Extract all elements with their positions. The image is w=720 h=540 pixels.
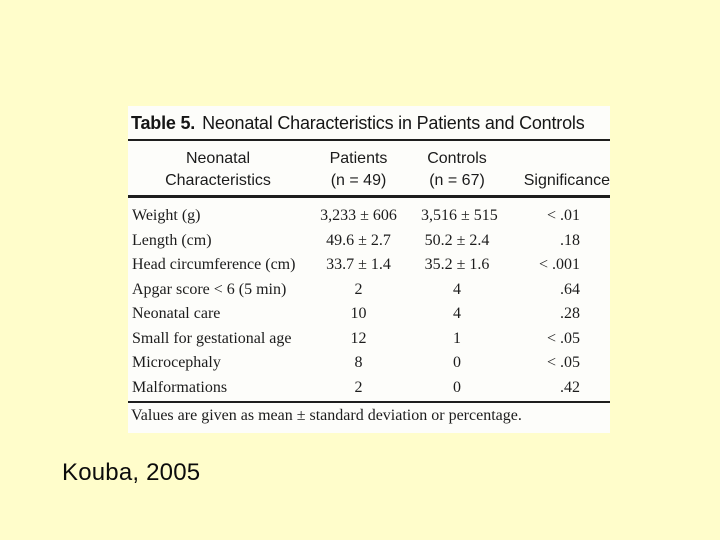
table-footnote: Values are given as mean ± standard devi… [131, 407, 522, 424]
header-divider-rule [128, 195, 610, 198]
table-row: Length (cm) 49.6 ± 2.7 50.2 ± 2.4 .18 [132, 231, 580, 249]
table-title-text: Neonatal Characteristics in Patients and… [202, 113, 585, 133]
title-divider-rule [128, 139, 610, 141]
table-number-label: Table 5. [131, 113, 196, 133]
scanned-table-panel: Table 5. Neonatal Characteristics in Pati… [128, 106, 610, 433]
citation-text: Kouba, 2005 [62, 459, 201, 486]
table-row: Malformations 2 0 .42 [132, 378, 580, 396]
table-header-row: Neonatal Characteristics Patients (n = 4… [128, 148, 610, 192]
table-row: Apgar score < 6 (5 min) 2 4 .64 [132, 280, 580, 298]
table-row: Weight (g) 3,233 ± 606 3,516 ± 515 < .01 [132, 207, 580, 224]
table-row: Microcephaly 8 0 < .05 [132, 354, 580, 371]
column-header-characteristics: Neonatal Characteristics [165, 150, 271, 189]
column-header-patients: Patients (n = 49) [329, 150, 388, 189]
table-row: Head circumference (cm) 33.7 ± 1.4 35.2 … [132, 256, 580, 273]
table-body: Weight (g) 3,233 ± 606 3,516 ± 515 < .01… [128, 204, 610, 400]
column-header-controls: Controls (n = 67) [427, 150, 487, 189]
footer-divider-rule [128, 401, 610, 403]
column-header-significance: Significance [523, 172, 610, 189]
table-title: Table 5. Neonatal Characteristics in Pati… [131, 113, 610, 134]
table-row: Small for gestational age 12 1 < .05 [132, 329, 580, 347]
table-row: Neonatal care 10 4 .28 [132, 305, 580, 322]
